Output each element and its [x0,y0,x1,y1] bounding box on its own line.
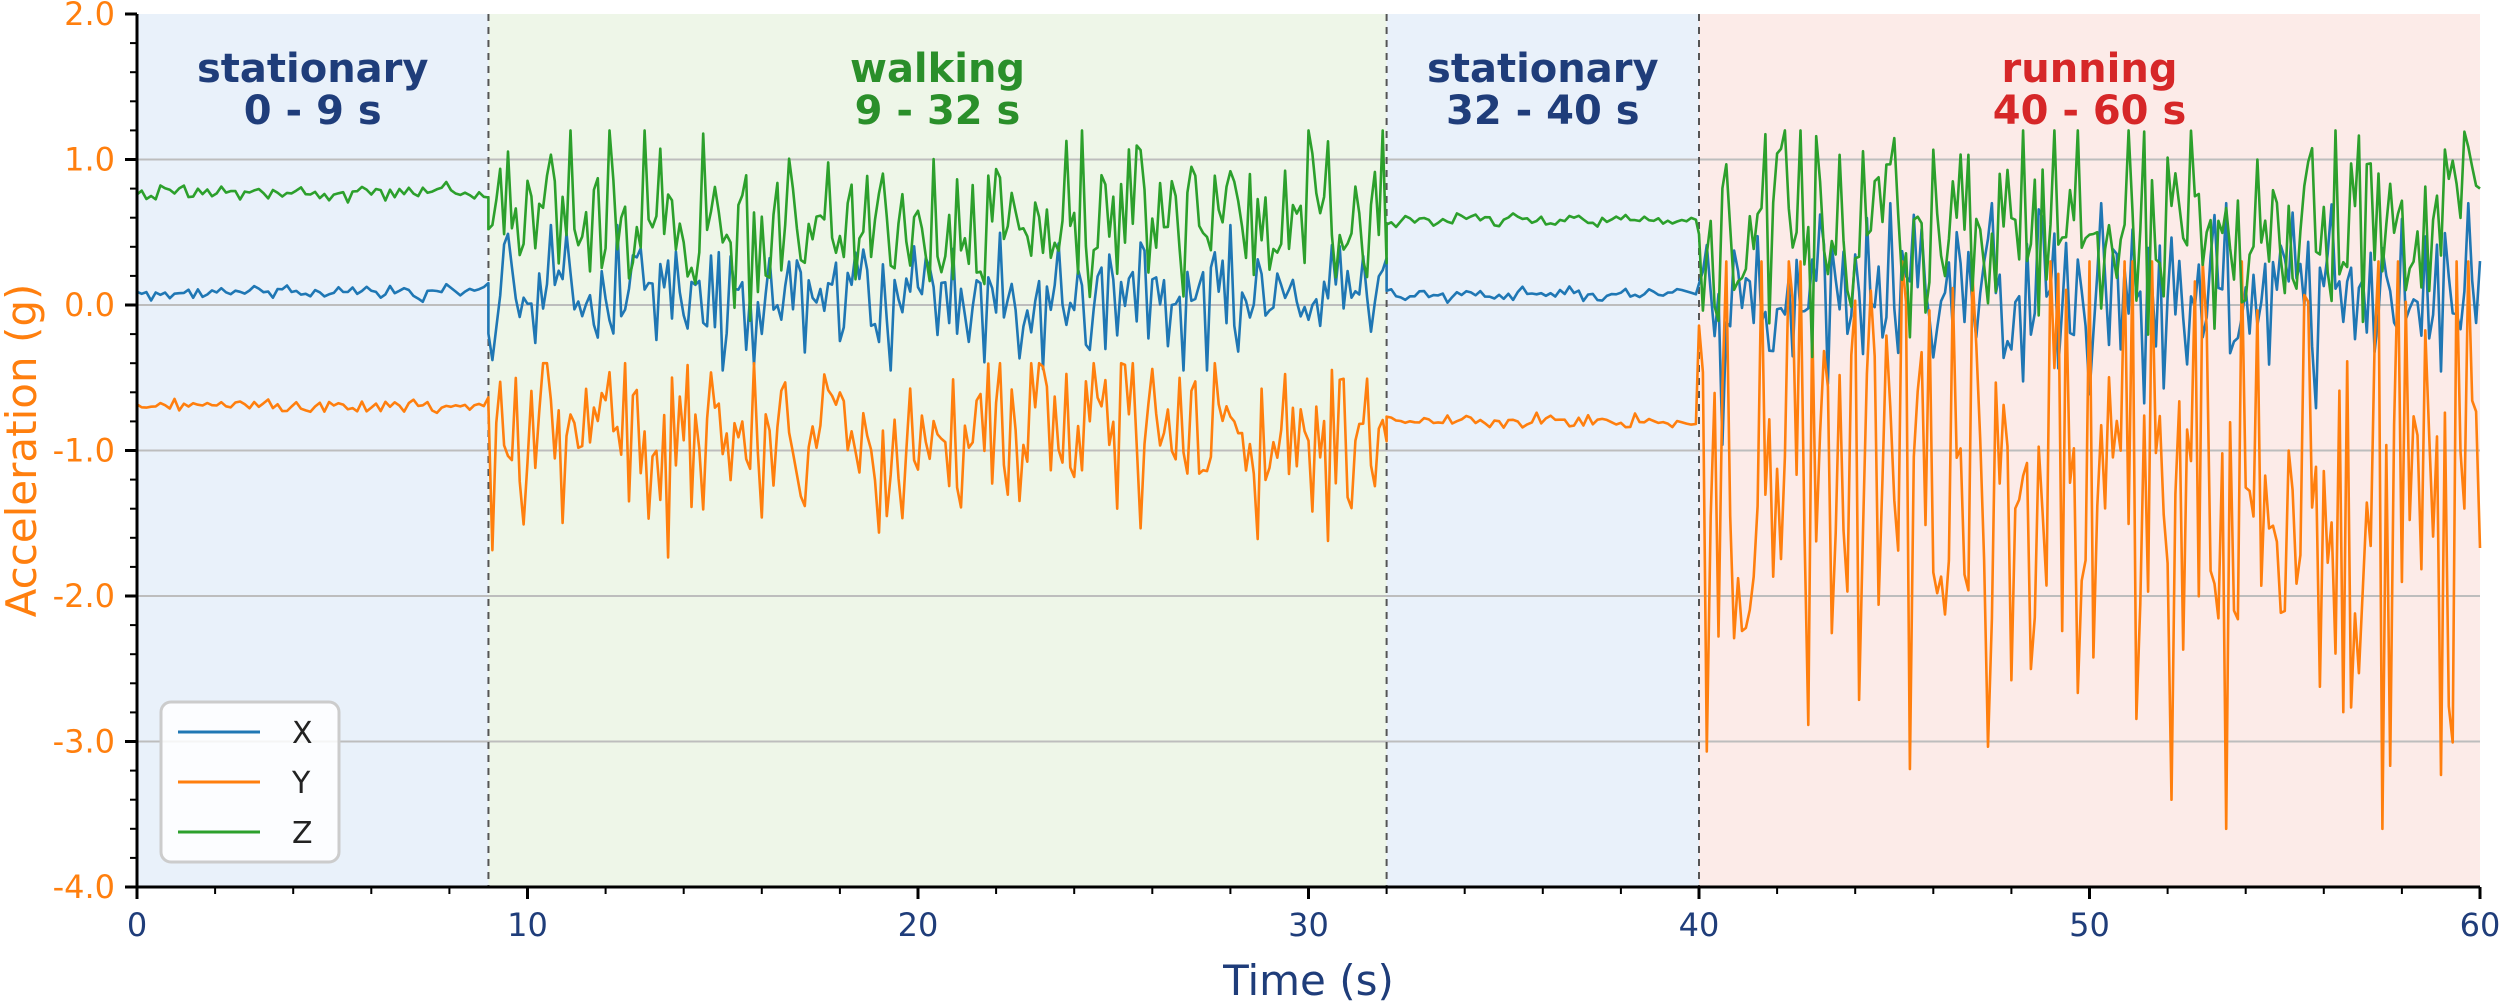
legend: XYZ [159,700,341,864]
legend-label-x: X [292,716,313,751]
legend-label-y: Y [291,766,311,801]
x-tick-label: 20 [898,906,939,944]
y-tick-label: 1.0 [64,141,115,179]
series-line-x [136,201,2482,447]
region-name-label: walking [850,46,1025,92]
x-axis-title: Time (s) [1222,956,1394,1001]
region-name-label: running [2002,46,2178,92]
x-tick-label: 60 [2460,906,2500,944]
series-lines [136,129,2482,831]
series-line-y [136,260,2482,831]
y-tick-label: -4.0 [53,868,115,906]
region-name-label: stationary [1427,46,1659,92]
y-tick-label: -1.0 [53,432,115,470]
x-tick-label: 30 [1288,906,1329,944]
y-tick-label: -3.0 [53,723,115,761]
region-boundaries [487,14,1700,887]
region-range-label: 9 - 32 s [855,88,1021,134]
region-range-label: 40 - 60 s [1993,88,2187,134]
y-tick-label: 0.0 [64,286,115,324]
y-axis-title: Acceleration (g) [0,284,46,618]
x-tick-label: 50 [2069,906,2110,944]
x-tick-label: 40 [1679,906,1720,944]
x-tick-label: 10 [507,906,548,944]
region-range-label: 32 - 40 s [1446,88,1640,134]
y-tick-label: 2.0 [64,0,115,33]
region-range-label: 0 - 9 s [244,88,382,134]
region-name-label: stationary [197,46,429,92]
series-line-z [136,129,2481,359]
y-tick-label: -2.0 [53,577,115,615]
x-tick-label: 0 [127,906,147,944]
legend-label-z: Z [292,816,313,851]
